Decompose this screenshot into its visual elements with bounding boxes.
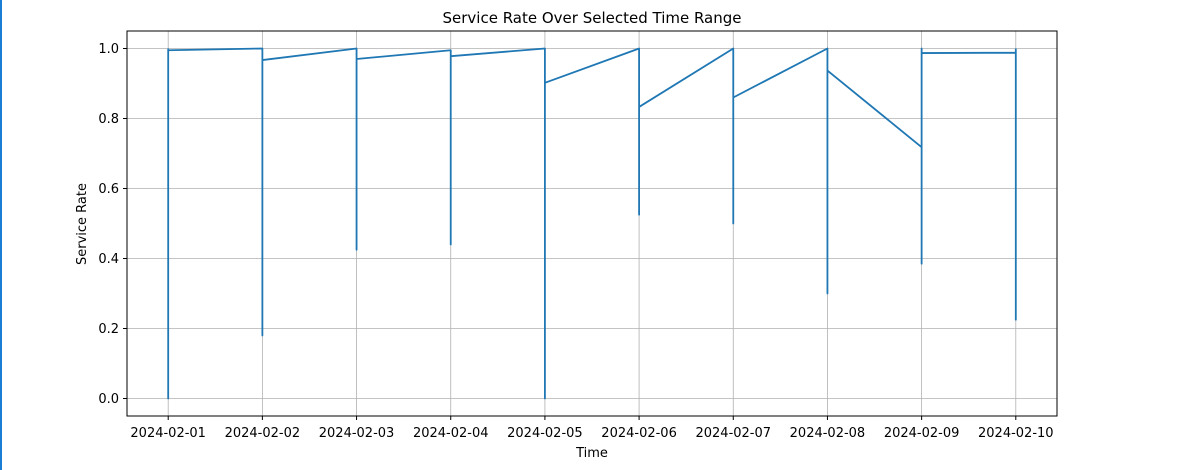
plot-area [127,31,1057,416]
x-tick-label: 2024-02-08 [790,426,866,441]
x-tick-label: 2024-02-05 [507,426,583,441]
y-tick-label: 0.4 [98,252,119,267]
plot-frame [126,30,1058,417]
y-tick-label: 0.8 [98,112,119,127]
y-tick-label: 1.0 [98,42,119,57]
chart-title: Service Rate Over Selected Time Range [442,9,741,27]
y-axis-label: Service Rate [75,183,90,265]
y-tick-label: 0.2 [98,322,119,337]
x-tick-label: 2024-02-06 [601,426,677,441]
service-rate-line [167,47,1017,400]
x-tick-label: 2024-02-01 [130,426,206,441]
x-axis-label: Time [575,446,608,461]
x-axis: 2024-02-01 2024-02-02 2024-02-03 2024-02-04… [130,416,1054,441]
y-axis: 0.0 0.2 0.4 0.6 0.8 1.0 [98,42,127,407]
x-tick-label: 2024-02-09 [884,426,960,441]
x-tick-label: 2024-02-04 [413,426,489,441]
window-left-edge [0,0,2,470]
x-tick-label: 2024-02-02 [225,426,301,441]
y-tick-label: 0.6 [98,182,119,197]
x-tick-label: 2024-02-10 [978,426,1054,441]
x-tick-label: 2024-02-07 [695,426,771,441]
x-tick-label: 2024-02-03 [319,426,395,441]
y-tick-label: 0.0 [98,392,119,407]
